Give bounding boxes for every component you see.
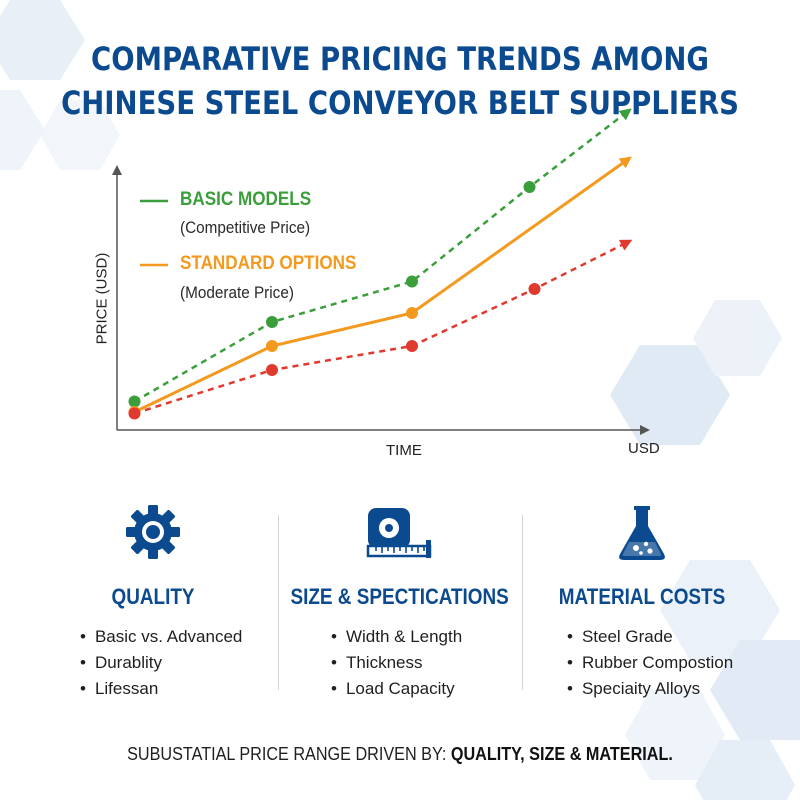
factor-title-material: MATERIAL COSTS [558,584,726,609]
data-point-basic-models-2 [406,275,418,288]
list-item: Speciaity Alloys [567,676,767,702]
list-item: Steel Grade [567,624,767,650]
factor-quality: QUALITY Basic vs. Advanced Durablity Lif… [28,500,278,702]
list-item: Basic vs. Advanced [80,624,278,650]
legend-note-basic-models: (Competitive Price) [180,218,311,237]
data-point-standard-options-2 [406,307,418,319]
data-point-standard-options-1 [266,340,278,352]
data-point-basic-models-1 [266,316,278,328]
legend-note-standard-options: (Moderate Price) [180,283,294,302]
list-item: Rubber Compostion [567,650,767,676]
gear-icon [126,505,180,559]
page-title-line-1: COMPARATIVE PRICING TRENDS AMONG [91,40,709,78]
legend-label-basic-models: BASIC MODELS [180,189,312,210]
factor-material: MATERIAL COSTS Steel Grade Rubber Compos… [517,500,767,702]
data-point-lower-tier-0 [128,407,141,420]
y-axis-label: PRICE (USD) [93,252,111,345]
footer-summary: SUBUSTATIAL PRICE RANGE DRIVEN BY: QUALI… [40,744,760,765]
data-point-lower-tier-1 [266,364,278,376]
factor-title-quality: QUALITY [111,584,195,609]
list-item: Thickness [331,650,523,676]
series-line-basic-models [133,108,632,403]
column-divider-1 [278,515,279,690]
data-point-lower-tier-3 [528,283,541,295]
factor-size: SIZE & SPECTICATIONS Width & Length Thic… [273,500,523,702]
data-point-basic-models-3 [523,181,536,193]
x-axis-end-label: USD [628,440,660,457]
tape-measure-icon [366,508,432,558]
factor-title-size: SIZE & SPECTICATIONS [290,584,509,609]
column-divider-2 [522,515,523,690]
flask-icon [619,506,665,560]
data-point-lower-tier-2 [406,340,418,352]
list-item: Lifessan [80,676,278,702]
series-line-standard-options [133,156,632,414]
footer-prefix: SUBUSTATIAL PRICE RANGE DRIVEN BY: [127,744,451,764]
legend-label-standard-options: STANDARD OPTIONS [180,253,357,274]
footer-emphasis: QUALITY, SIZE & MATERIAL. [450,744,673,764]
list-item: Durablity [80,650,278,676]
list-item: Load Capacity [331,676,523,702]
x-axis-label: TIME [386,442,422,459]
list-item: Width & Length [331,624,523,650]
data-point-basic-models-0 [128,395,141,408]
